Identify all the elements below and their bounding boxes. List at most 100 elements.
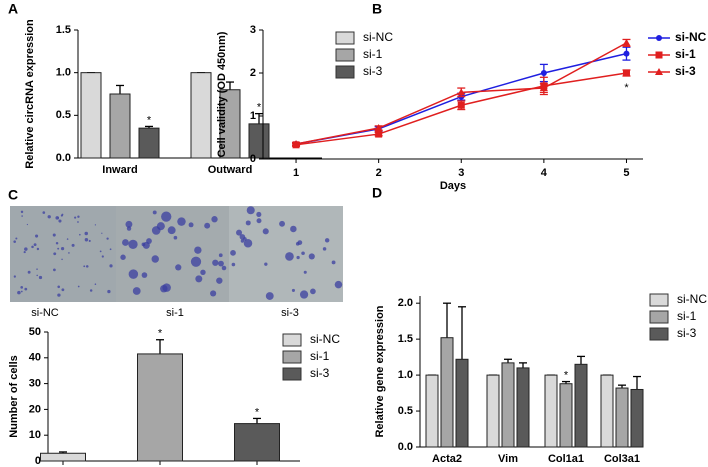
bar — [138, 127, 160, 159]
cell — [211, 216, 218, 223]
cell — [243, 237, 247, 241]
panel-letter: C — [8, 187, 18, 203]
legend-label: si-1 — [675, 47, 696, 61]
x-tick-label: 3 — [458, 167, 464, 179]
y-tick-label: 2.0 — [398, 297, 413, 309]
legend-label: si-NC — [310, 332, 340, 346]
cell — [160, 284, 168, 293]
bar — [615, 387, 629, 448]
y-axis-title: Number of cells — [8, 355, 20, 438]
cell — [36, 274, 38, 277]
y-axis-title: Relative circRNA expression — [24, 19, 36, 169]
cell — [106, 237, 109, 240]
x-tick-label: Col1a1 — [548, 453, 584, 465]
cell — [94, 283, 97, 285]
y-tick-label: 30 — [29, 378, 41, 390]
cell — [84, 238, 89, 242]
point — [375, 130, 383, 138]
legend-swatch — [649, 327, 669, 341]
cell — [77, 285, 80, 288]
bar — [190, 72, 212, 159]
legend-swatch — [282, 333, 302, 347]
cell — [101, 232, 103, 234]
legend-label: si-NC — [675, 30, 707, 44]
cell — [68, 252, 70, 254]
cell — [296, 255, 300, 260]
cell — [324, 238, 330, 243]
bar — [600, 374, 614, 448]
cell — [26, 223, 28, 226]
cell — [36, 268, 38, 270]
cell — [128, 239, 138, 249]
cell — [61, 258, 63, 261]
bar — [109, 93, 131, 159]
point — [457, 88, 466, 96]
x-tick-label: Col3a1 — [604, 453, 640, 465]
cell — [243, 238, 253, 248]
x-tick-label: 1 — [293, 167, 299, 179]
legend-swatch — [335, 31, 355, 45]
y-tick-label: 0 — [35, 455, 41, 467]
cell — [297, 240, 303, 246]
bar — [574, 363, 588, 448]
significance: * — [257, 102, 262, 114]
cell — [66, 238, 69, 240]
y-tick-label: 20 — [29, 403, 41, 415]
image-label: si-3 — [281, 307, 299, 319]
cell — [188, 222, 194, 228]
y-tick-label: 1.5 — [398, 333, 413, 345]
point — [292, 139, 301, 147]
cell — [17, 290, 21, 295]
cell — [122, 239, 129, 246]
y-tick-label: 10 — [29, 429, 41, 441]
cell — [125, 220, 133, 228]
significance: * — [158, 328, 163, 340]
cell — [53, 268, 56, 272]
cell — [141, 272, 148, 278]
cell — [301, 251, 305, 256]
point — [622, 69, 630, 77]
cell — [57, 247, 60, 250]
cell — [291, 288, 295, 292]
cell — [23, 250, 26, 254]
legend-label: si-1 — [677, 309, 697, 323]
cell — [218, 253, 223, 258]
cell — [256, 218, 262, 224]
cell — [77, 221, 79, 223]
cell — [221, 265, 227, 271]
cell — [285, 252, 294, 261]
cell — [308, 253, 315, 260]
cell-dots — [13, 206, 343, 300]
cell — [262, 228, 269, 235]
cell — [190, 256, 202, 267]
cell — [151, 255, 159, 263]
x-tick-label: Inward — [102, 164, 137, 176]
cell — [290, 225, 297, 233]
cell — [120, 254, 126, 260]
bar — [486, 374, 500, 448]
cell — [85, 265, 89, 268]
cell — [47, 215, 51, 219]
panel-letter: D — [372, 185, 382, 201]
cell — [152, 210, 157, 215]
cell — [99, 250, 102, 253]
cell — [42, 211, 46, 214]
cell — [89, 289, 93, 292]
cell — [265, 292, 274, 300]
cell — [36, 247, 40, 251]
cell — [161, 211, 172, 222]
legend-swatch — [282, 367, 302, 381]
cell — [245, 220, 251, 226]
cell — [20, 290, 23, 293]
cell — [57, 293, 61, 297]
cell — [109, 264, 113, 268]
bar — [219, 89, 241, 159]
x-tick-label: 5 — [623, 167, 629, 179]
image-si-nc — [10, 206, 116, 302]
significance: * — [624, 82, 629, 94]
x-tick-label: 2 — [376, 167, 382, 179]
cell — [218, 260, 224, 267]
cell — [303, 270, 307, 274]
cell — [236, 229, 243, 236]
significance: * — [255, 406, 260, 418]
